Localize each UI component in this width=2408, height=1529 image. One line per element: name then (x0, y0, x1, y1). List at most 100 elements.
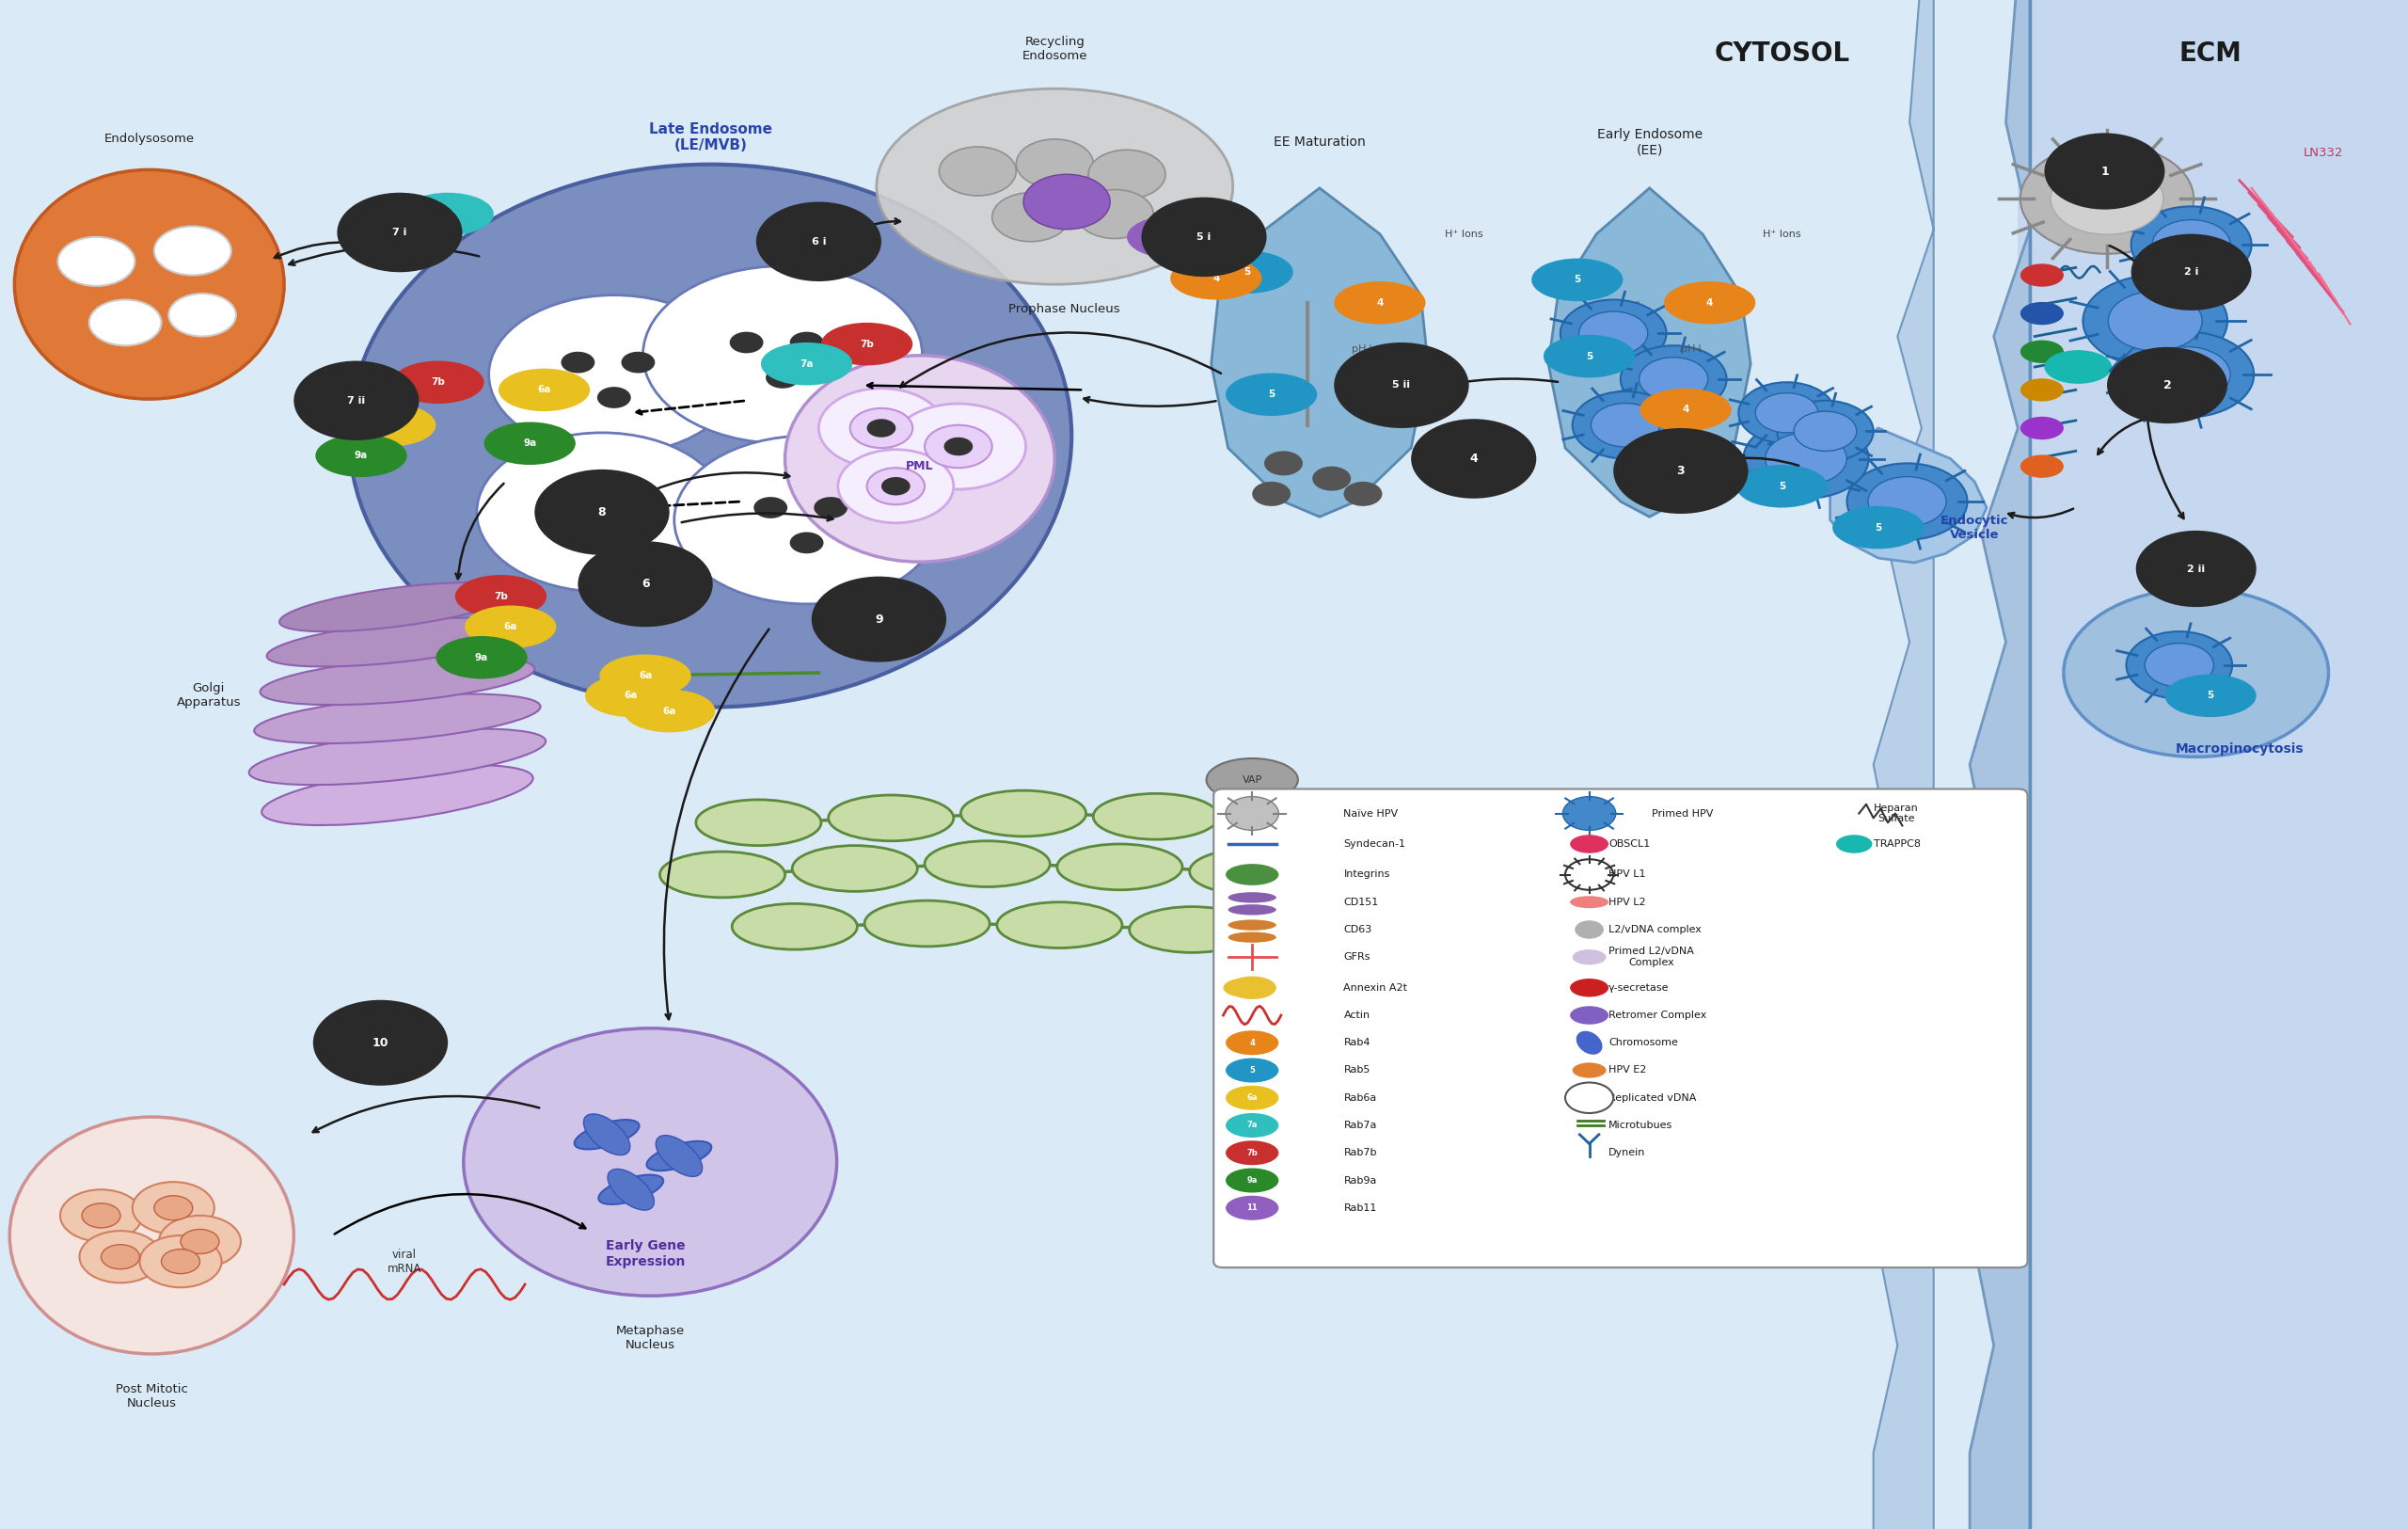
Circle shape (850, 408, 913, 448)
Ellipse shape (1334, 281, 1426, 324)
Ellipse shape (1664, 281, 1755, 324)
Circle shape (1076, 190, 1153, 239)
Text: Rab7a: Rab7a (1344, 1121, 1377, 1130)
Circle shape (1252, 482, 1291, 506)
Circle shape (2131, 234, 2251, 310)
Text: 9a: 9a (474, 653, 489, 662)
Ellipse shape (1226, 1031, 1279, 1055)
Circle shape (2083, 275, 2227, 367)
Circle shape (1765, 433, 1847, 485)
Circle shape (867, 468, 925, 505)
Ellipse shape (1202, 251, 1293, 294)
Ellipse shape (349, 164, 1072, 706)
Circle shape (2107, 347, 2227, 424)
Ellipse shape (2044, 350, 2112, 384)
Circle shape (585, 524, 619, 546)
Text: 6a: 6a (638, 671, 653, 680)
Text: 7b: 7b (431, 378, 445, 387)
Circle shape (337, 193, 462, 272)
Text: 6a: 6a (503, 622, 518, 631)
Circle shape (766, 367, 799, 388)
Ellipse shape (465, 1027, 838, 1297)
Text: Macropinocytosis: Macropinocytosis (2174, 743, 2304, 755)
Ellipse shape (248, 729, 547, 784)
Text: Prophase Nucleus: Prophase Nucleus (1009, 303, 1120, 315)
Circle shape (1739, 382, 1835, 443)
Text: Endoplastic
Reticulum: Endoplastic Reticulum (1575, 950, 1652, 977)
Circle shape (867, 419, 896, 437)
Ellipse shape (785, 355, 1055, 561)
Ellipse shape (925, 841, 1050, 887)
Ellipse shape (402, 193, 494, 235)
Circle shape (944, 437, 973, 456)
Text: L2/vDNA complex: L2/vDNA complex (1609, 925, 1702, 934)
Ellipse shape (267, 618, 527, 667)
Ellipse shape (498, 368, 590, 411)
Text: 6a: 6a (383, 420, 397, 430)
Ellipse shape (600, 1174, 662, 1205)
Ellipse shape (315, 434, 407, 477)
Ellipse shape (761, 342, 852, 385)
FancyBboxPatch shape (1214, 789, 2028, 1268)
Circle shape (1621, 346, 1727, 413)
Circle shape (597, 387, 631, 408)
Text: 6a: 6a (537, 385, 551, 394)
Text: 5: 5 (2208, 691, 2213, 700)
Text: 4: 4 (1214, 274, 1218, 283)
Text: HPV E2: HPV E2 (1609, 1066, 1647, 1075)
Ellipse shape (2020, 341, 2064, 364)
Text: 4: 4 (1707, 298, 1712, 307)
Circle shape (730, 332, 763, 353)
Ellipse shape (1170, 257, 1262, 300)
Circle shape (154, 226, 231, 275)
Text: H⁺ Ions: H⁺ Ions (1445, 229, 1483, 239)
Ellipse shape (344, 404, 436, 446)
Ellipse shape (1228, 931, 1276, 942)
Circle shape (756, 202, 881, 281)
Ellipse shape (1572, 950, 1606, 965)
Circle shape (154, 1196, 193, 1220)
Ellipse shape (465, 605, 556, 648)
Text: 5: 5 (1876, 523, 1881, 532)
Ellipse shape (1837, 835, 1873, 853)
Ellipse shape (1129, 907, 1255, 953)
Circle shape (1794, 411, 1857, 451)
Circle shape (1572, 391, 1678, 459)
Circle shape (489, 295, 739, 454)
Ellipse shape (1353, 806, 1479, 852)
Text: 2 i: 2 i (2184, 268, 2199, 277)
Text: Rab7b: Rab7b (1344, 1148, 1377, 1157)
Text: Syndecan-1: Syndecan-1 (1344, 839, 1406, 849)
Circle shape (1847, 463, 1967, 540)
Text: Heparan
Sulfate: Heparan Sulfate (1873, 803, 1919, 824)
Text: Endocytic
Vesicle: Endocytic Vesicle (1941, 514, 2008, 541)
Ellipse shape (1226, 373, 1317, 416)
Polygon shape (1548, 188, 1751, 517)
Circle shape (2109, 291, 2201, 350)
Text: 7a: 7a (441, 209, 455, 219)
Text: VAP: VAP (1243, 775, 1262, 784)
Circle shape (79, 1231, 161, 1283)
Text: 5: 5 (1587, 352, 1592, 361)
Circle shape (2136, 531, 2256, 607)
Circle shape (60, 1190, 142, 1242)
Ellipse shape (877, 89, 1233, 284)
Text: 4: 4 (1469, 453, 1479, 465)
Circle shape (161, 1249, 200, 1274)
Circle shape (1755, 393, 1818, 433)
Ellipse shape (1570, 896, 1609, 908)
Bar (0, 0, 2018, 1529)
Ellipse shape (436, 636, 527, 679)
Text: TRAPPC8: TRAPPC8 (2119, 361, 2167, 373)
Text: 7 i: 7 i (393, 228, 407, 237)
Ellipse shape (1226, 1058, 1279, 1083)
Text: Rab9a: Rab9a (1344, 1176, 1377, 1185)
Text: 5 i: 5 i (1197, 232, 1211, 242)
Circle shape (140, 1235, 222, 1287)
Circle shape (992, 193, 1069, 242)
Text: γ-secretase: γ-secretase (1609, 983, 1669, 992)
Circle shape (1334, 342, 1469, 428)
Circle shape (1411, 419, 1536, 498)
Circle shape (643, 266, 922, 443)
Circle shape (2126, 631, 2232, 699)
